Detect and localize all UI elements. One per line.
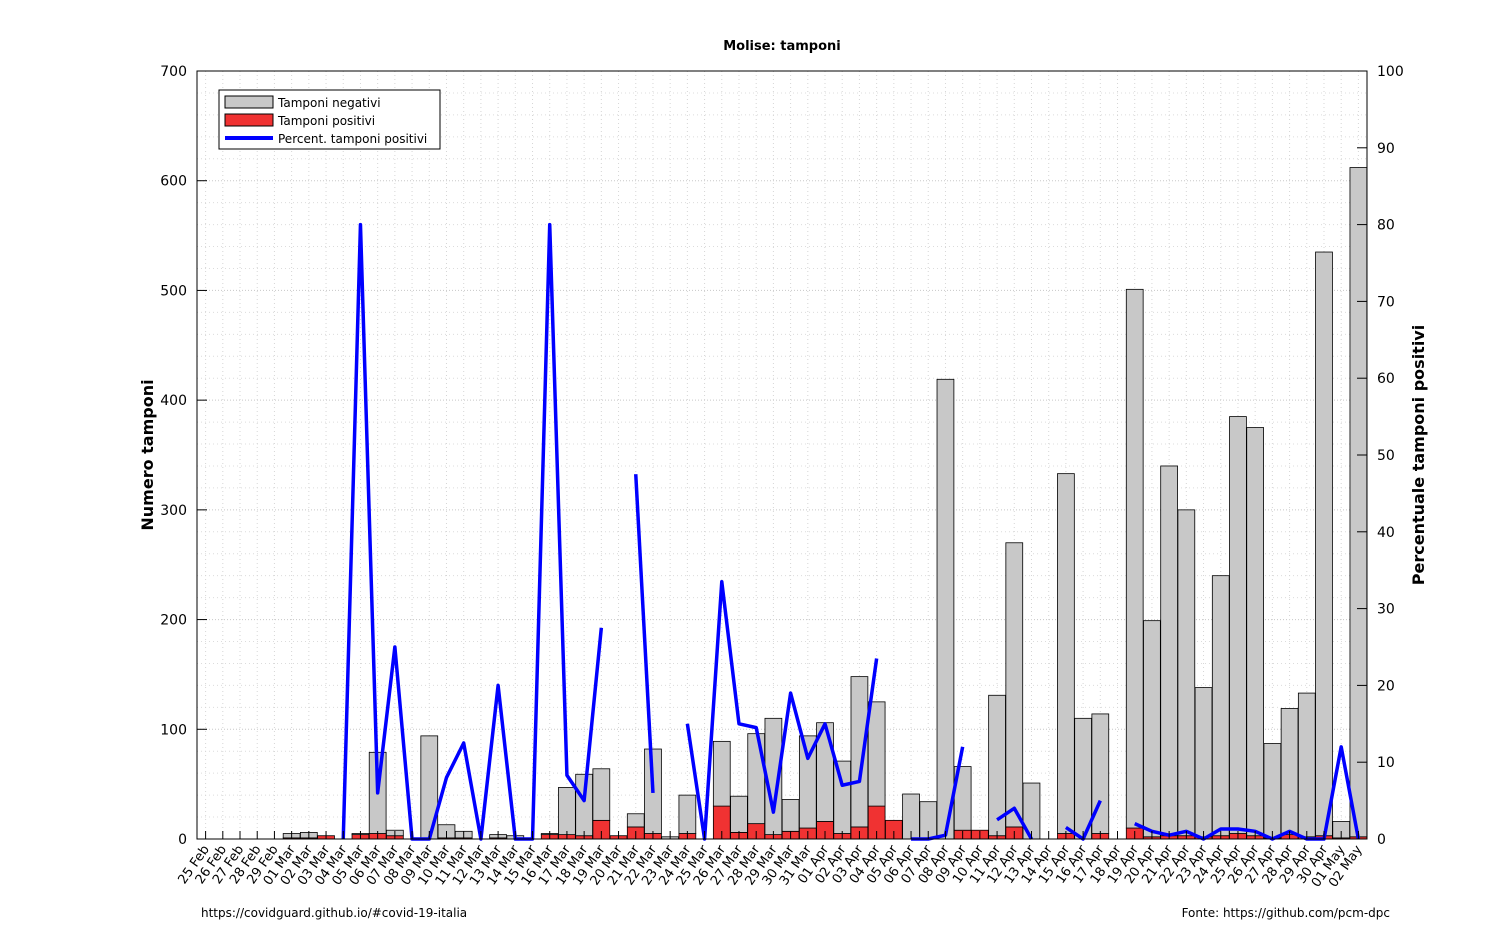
bar-negativi bbox=[1246, 427, 1264, 837]
y-axis-left: 0 100 200 300 400 500 600 700 bbox=[160, 64, 207, 848]
bar-negativi bbox=[1074, 717, 1092, 840]
bar-negativi bbox=[1143, 620, 1161, 838]
y2-tick-label: 0 bbox=[1377, 832, 1386, 848]
y2-tick-label: 60 bbox=[1377, 371, 1395, 387]
y2-tick-label: 70 bbox=[1377, 294, 1395, 310]
bar-negativi bbox=[1194, 687, 1213, 838]
y-tick-label: 400 bbox=[160, 393, 187, 409]
y2-tick-label: 10 bbox=[1377, 755, 1395, 771]
bar-negativi bbox=[936, 378, 955, 840]
percent-line-segment bbox=[685, 579, 879, 841]
y2-tick-label: 100 bbox=[1377, 64, 1404, 80]
y-tick-label: 100 bbox=[160, 722, 187, 738]
y-tick-label: 600 bbox=[160, 174, 187, 190]
y-tick-label: 500 bbox=[160, 283, 187, 299]
legend-swatch-negativi bbox=[224, 95, 274, 109]
bar-negativi bbox=[1229, 416, 1247, 834]
percent-line-segment bbox=[996, 806, 1034, 840]
y2-tick-label: 30 bbox=[1377, 602, 1395, 618]
legend-label-negativi: Tamponi negativi bbox=[277, 96, 381, 110]
y2-tick-label: 40 bbox=[1377, 525, 1395, 541]
bar-negativi bbox=[1297, 692, 1316, 838]
y2-tick-label: 80 bbox=[1377, 218, 1395, 234]
bar-negativi bbox=[1315, 251, 1333, 837]
y-tick-label: 300 bbox=[160, 503, 187, 519]
y-tick-label: 0 bbox=[178, 832, 187, 848]
bar-negativi bbox=[1280, 708, 1299, 836]
footer-source-right: Fonte: https://github.com/pcm-dpc bbox=[1181, 906, 1390, 920]
legend-swatch-positivi bbox=[224, 113, 274, 127]
chart-title: Molise: tamponi bbox=[723, 39, 841, 54]
legend-label-percent: Percent. tamponi positivi bbox=[278, 132, 427, 146]
y2-axis-label: Percentuale tamponi positivi bbox=[1409, 325, 1428, 585]
percent-line-segment bbox=[634, 474, 655, 794]
bar-negativi bbox=[558, 787, 576, 836]
footer-source-left: https://covidguard.github.io/#covid-19-i… bbox=[201, 906, 468, 920]
bar-negativi bbox=[1177, 509, 1196, 837]
y-tick-label: 200 bbox=[160, 613, 187, 629]
legend: Tamponi negativi Tamponi positivi Percen… bbox=[218, 89, 441, 150]
bar-negativi bbox=[833, 760, 852, 834]
y-axis-label: Numero tamponi bbox=[138, 379, 157, 530]
y2-tick-label: 50 bbox=[1377, 448, 1395, 464]
bar-negativi bbox=[592, 768, 611, 821]
y-tick-label: 700 bbox=[160, 64, 187, 80]
bar-negativi bbox=[1057, 473, 1075, 834]
grid bbox=[197, 70, 1367, 840]
bar-negativi bbox=[867, 701, 886, 807]
y-axis-right: 0 10 20 30 40 50 60 70 80 90 100 bbox=[1357, 64, 1404, 848]
bar-negativi bbox=[730, 795, 748, 833]
bars bbox=[282, 167, 1368, 840]
bar-negativi bbox=[1160, 465, 1178, 837]
bar-negativi bbox=[1263, 743, 1282, 839]
bar-negativi bbox=[678, 794, 697, 834]
bar-negativi bbox=[712, 740, 731, 807]
bar-negativi bbox=[1349, 167, 1368, 838]
bar-negativi bbox=[626, 813, 645, 828]
bar-negativi bbox=[1211, 575, 1230, 837]
bar-negativi bbox=[747, 733, 766, 825]
y2-tick-label: 20 bbox=[1377, 678, 1395, 694]
bar-negativi bbox=[1125, 288, 1144, 829]
percent-line bbox=[341, 222, 1361, 841]
y2-tick-label: 90 bbox=[1377, 141, 1395, 157]
legend-label-positivi: Tamponi positivi bbox=[277, 114, 375, 128]
bar-negativi bbox=[781, 799, 800, 832]
percent-line-segment bbox=[341, 222, 604, 841]
bar-negativi bbox=[1005, 542, 1024, 828]
